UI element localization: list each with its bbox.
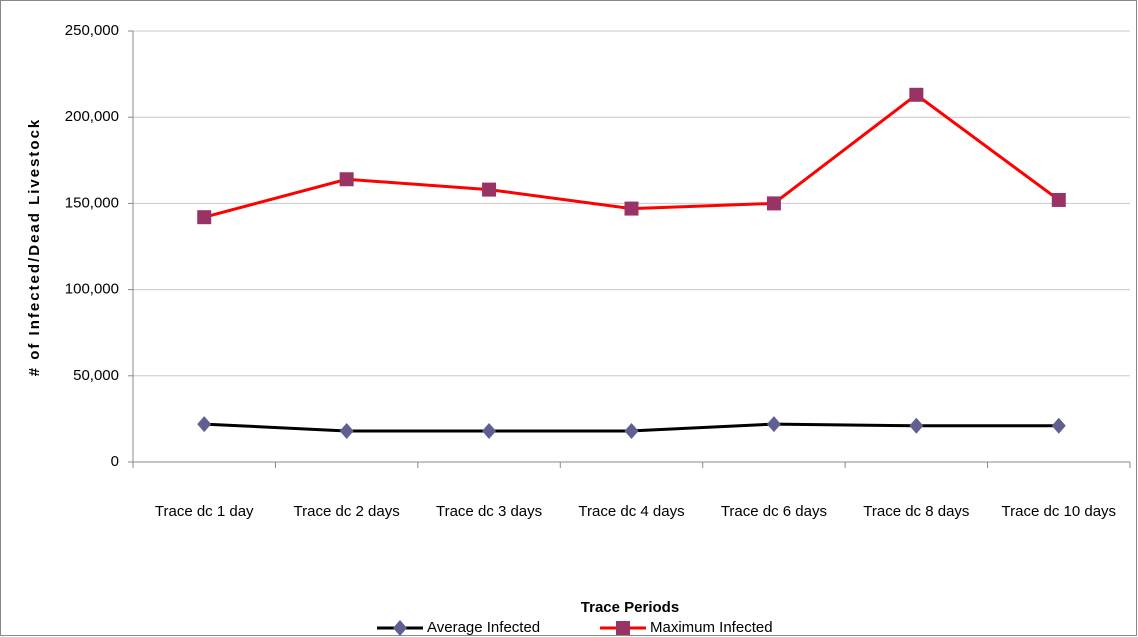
- data-point: [624, 201, 639, 216]
- y-tick-label: 150,000: [65, 194, 119, 211]
- data-point: [339, 172, 354, 187]
- data-point: [1051, 417, 1066, 434]
- x-tick-label: Trace dc 8 days: [863, 503, 969, 520]
- y-tick-label: 200,000: [65, 108, 119, 125]
- data-point: [197, 416, 212, 433]
- x-tick-label: Trace dc 6 days: [721, 503, 827, 520]
- x-axis-title: Trace Periods: [581, 599, 679, 616]
- data-point: [909, 417, 924, 434]
- data-point: [766, 196, 781, 211]
- legend-label: Maximum Infected: [650, 619, 773, 636]
- x-tick-label: Trace dc 1 day: [155, 503, 254, 520]
- x-tick-label: Trace dc 10 days: [1002, 503, 1117, 520]
- legend-marker: [616, 621, 630, 635]
- data-point: [1051, 192, 1066, 207]
- data-point: [339, 422, 354, 439]
- data-point: [197, 210, 212, 225]
- data-point: [624, 422, 639, 439]
- x-tick-label: Trace dc 2 days: [294, 503, 400, 520]
- x-tick-label: Trace dc 3 days: [436, 503, 542, 520]
- data-point: [482, 182, 497, 197]
- y-tick-label: 50,000: [73, 367, 119, 384]
- data-point: [909, 87, 924, 102]
- legend-label: Average Infected: [427, 619, 540, 636]
- y-tick-label: 100,000: [65, 281, 119, 298]
- legend-marker: [393, 620, 407, 636]
- y-tick-label: 250,000: [65, 22, 119, 39]
- y-tick-label: 0: [111, 453, 119, 470]
- data-point: [766, 416, 781, 433]
- data-point: [482, 422, 497, 439]
- y-axis-title: # of Infected/Dead Livestock: [26, 118, 43, 377]
- x-tick-label: Trace dc 4 days: [578, 503, 684, 520]
